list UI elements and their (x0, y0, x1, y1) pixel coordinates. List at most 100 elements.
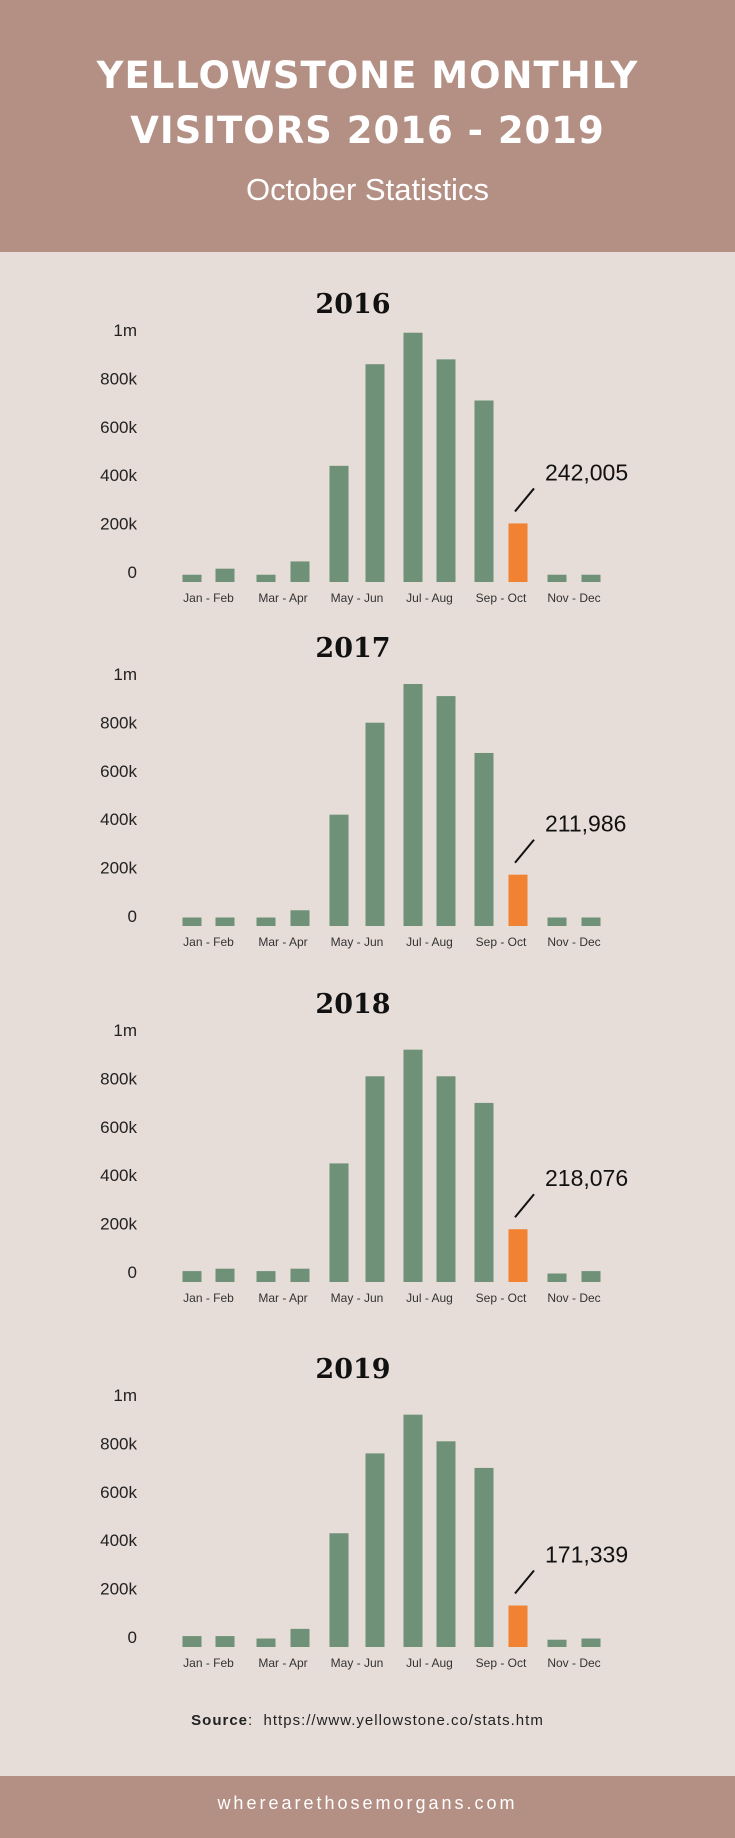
bar-jul (403, 684, 423, 926)
y-tick-label: 400k (100, 1166, 137, 1185)
bar-mar (256, 1638, 276, 1647)
bar-jun (365, 1076, 385, 1282)
x-tick-label: Jul - Aug (406, 935, 453, 949)
y-tick-label: 0 (128, 907, 137, 926)
bar-aug (436, 359, 456, 582)
bar-may (329, 1533, 349, 1647)
source-note: Source: https://www.yellowstone.co/stats… (191, 1712, 544, 1729)
bar-nov (547, 917, 567, 926)
y-tick-label: 0 (128, 563, 137, 582)
bar-mar (256, 917, 276, 926)
x-tick-label: Mar - Apr (258, 1291, 307, 1305)
callout-value: 171,339 (545, 1542, 628, 1568)
bar-may (329, 465, 349, 582)
callout-leader-line (514, 1193, 535, 1218)
x-tick-label: May - Jun (331, 1291, 384, 1305)
bar-apr (290, 1628, 310, 1647)
page-subtitle: October Statistics (246, 172, 489, 207)
x-tick-label: Mar - Apr (258, 591, 307, 605)
bar-nov (547, 574, 567, 582)
highlight-bar-oct (508, 874, 528, 926)
bar-jul (403, 1414, 423, 1647)
y-tick-label: 600k (100, 1118, 137, 1137)
y-tick-label: 600k (100, 1483, 137, 1502)
bar-dec (581, 1271, 601, 1282)
y-tick-label: 400k (100, 1531, 137, 1550)
bar-sep (474, 1467, 494, 1647)
title-line-1: YELLOWSTONE MONTHLY (96, 54, 639, 97)
chart-2018: 2018 0 200k 400k 600k 800k 1m Jan - Feb Mar - Ap… (100, 989, 628, 1305)
bar-jan (182, 1636, 202, 1647)
bar-feb (215, 568, 235, 582)
bar-mar (256, 574, 276, 582)
x-tick-label: May - Jun (331, 935, 384, 949)
x-tick-label: Jul - Aug (406, 591, 453, 605)
bar-feb (215, 1268, 235, 1282)
bar-dec (581, 917, 601, 926)
y-tick-label: 800k (100, 1434, 137, 1453)
bar-apr (290, 561, 310, 582)
bar-apr (290, 910, 310, 926)
y-tick-label: 400k (100, 466, 137, 485)
bar-mar (256, 1271, 276, 1282)
y-tick-label: 600k (100, 418, 137, 437)
bar-feb (215, 1636, 235, 1647)
bar-jul (403, 332, 423, 582)
y-tick-label: 0 (128, 1628, 137, 1647)
x-tick-label: May - Jun (331, 591, 384, 605)
x-tick-label: Jul - Aug (406, 1656, 453, 1670)
bar-sep (474, 752, 494, 926)
bar-may (329, 1163, 349, 1282)
chart-year-title: 2018 (315, 989, 390, 1020)
y-tick-label: 1m (113, 1021, 137, 1040)
title-line-2: VISITORS 2016 - 2019 (130, 109, 605, 152)
bar-dec (581, 1638, 601, 1647)
x-tick-label: Nov - Dec (547, 591, 600, 605)
callout-value: 242,005 (545, 459, 628, 485)
bar-jul (403, 1049, 423, 1282)
callout-leader-line (514, 487, 535, 513)
y-tick-label: 600k (100, 762, 137, 781)
x-tick-label: Jan - Feb (183, 1291, 234, 1305)
y-tick-label: 400k (100, 810, 137, 829)
chart-2016: 2016 0 200k 400k 600k 800k 1m Jan - Feb Mar - Ap… (100, 289, 628, 605)
chart-2017: 2017 0 200k 400k 600k 800k 1m Jan - Feb Mar - Ap… (100, 633, 626, 949)
y-tick-label: 0 (128, 1263, 137, 1282)
source-link[interactable]: https://www.yellowstone.co/stats.htm (263, 1712, 544, 1729)
callout-value: 211,986 (545, 811, 626, 837)
x-tick-label: Mar - Apr (258, 1656, 307, 1670)
bar-jan (182, 574, 202, 582)
callout-leader-line (514, 1569, 535, 1595)
bar-nov (547, 1273, 567, 1282)
bar-jun (365, 722, 385, 926)
callout-leader-line (514, 839, 535, 864)
bar-aug (436, 1441, 456, 1647)
x-tick-label: Jan - Feb (183, 1656, 234, 1670)
x-tick-label: Nov - Dec (547, 1656, 600, 1670)
bar-apr (290, 1268, 310, 1282)
bar-jan (182, 1271, 202, 1282)
chart-year-title: 2017 (315, 633, 390, 664)
bar-may (329, 814, 349, 926)
y-tick-label: 800k (100, 369, 137, 388)
y-tick-label: 200k (100, 1580, 137, 1599)
x-tick-label: Mar - Apr (258, 935, 307, 949)
y-tick-label: 200k (100, 1215, 137, 1234)
x-tick-label: Jan - Feb (183, 591, 234, 605)
bar-jan (182, 917, 202, 926)
bar-nov (547, 1639, 567, 1647)
x-tick-label: May - Jun (331, 1656, 384, 1670)
y-tick-label: 200k (100, 515, 137, 534)
x-tick-label: Jan - Feb (183, 935, 234, 949)
highlight-bar-oct (508, 1229, 528, 1282)
chart-year-title: 2016 (315, 289, 390, 320)
bar-aug (436, 1076, 456, 1282)
bar-jun (365, 1453, 385, 1647)
y-tick-label: 800k (100, 1069, 137, 1088)
bar-dec (581, 574, 601, 582)
footer-site-link[interactable]: wherearethosemorgans.com (217, 1793, 518, 1813)
y-tick-label: 1m (113, 321, 137, 340)
x-tick-label: Jul - Aug (406, 1291, 453, 1305)
highlight-bar-oct (508, 523, 528, 582)
y-tick-label: 800k (100, 713, 137, 732)
